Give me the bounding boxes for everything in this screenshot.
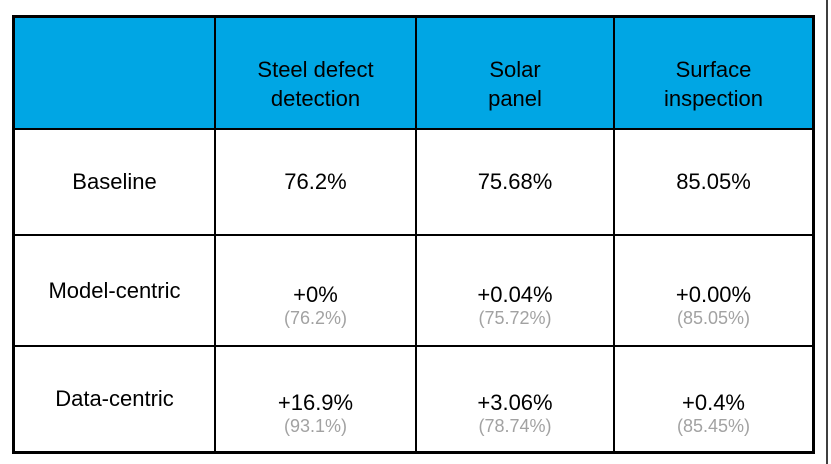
header-cell-solar-panel: Solar panel (416, 17, 614, 129)
header-line: Surface (675, 56, 752, 82)
cell-baseline-solar: 75.68% (416, 129, 614, 235)
header-line: Solar (489, 56, 541, 82)
cell-sub-value: (85.45%) (676, 416, 751, 436)
row-label-baseline: Baseline (14, 129, 215, 235)
right-edge-line (826, 0, 828, 464)
results-table: Steel defect detection Solar panel Surfa… (12, 15, 815, 454)
cell-main-value: +0.00% (675, 281, 752, 307)
cell-sub-value: (85.05%) (676, 307, 751, 328)
cell-main-value: 85.05% (676, 169, 751, 194)
cell-main-value: 75.68% (477, 169, 553, 194)
cell-data-centric-surface: +0.4% (85.45%) (614, 346, 813, 452)
cell-model-centric-solar: +0.04% (75.72%) (416, 235, 614, 346)
row-label-text: Data-centric (55, 386, 174, 411)
cell-main-value: +0.04% (477, 281, 553, 307)
cell-main-value: +0.4% (682, 390, 745, 415)
cell-main-value: +16.9% (277, 390, 354, 415)
cell-main-value: 76.2% (284, 169, 347, 194)
cell-model-centric-steel: +0% (76.2%) (215, 235, 416, 346)
cell-sub-value: (93.1%) (283, 416, 348, 436)
header-line: Steel defect (257, 56, 374, 82)
header-cell-steel-defect-detection: Steel defect detection (215, 17, 416, 129)
row-label-text: Model-centric (48, 277, 181, 303)
cell-data-centric-solar: +3.06% (78.74%) (416, 346, 614, 452)
cell-sub-value: (75.72%) (478, 307, 552, 328)
cell-data-centric-steel: +16.9% (93.1%) (215, 346, 416, 452)
header-line: detection (270, 86, 361, 111)
cell-main-value: +0% (293, 281, 338, 307)
cell-sub-value: (78.74%) (478, 416, 552, 436)
row-label-text: Baseline (72, 169, 157, 194)
header-corner-cell (14, 17, 215, 129)
cell-main-value: +3.06% (477, 390, 553, 415)
header-line: panel (488, 86, 542, 111)
cell-baseline-surface: 85.05% (614, 129, 813, 235)
cell-baseline-steel: 76.2% (215, 129, 416, 235)
row-label-data-centric: Data-centric (14, 346, 215, 452)
header-cell-surface-inspection: Surface inspection (614, 17, 813, 129)
header-line: inspection (663, 86, 764, 111)
cell-model-centric-surface: +0.00% (85.05%) (614, 235, 813, 346)
cell-sub-value: (76.2%) (283, 307, 348, 328)
row-label-model-centric: Model-centric (14, 235, 215, 346)
